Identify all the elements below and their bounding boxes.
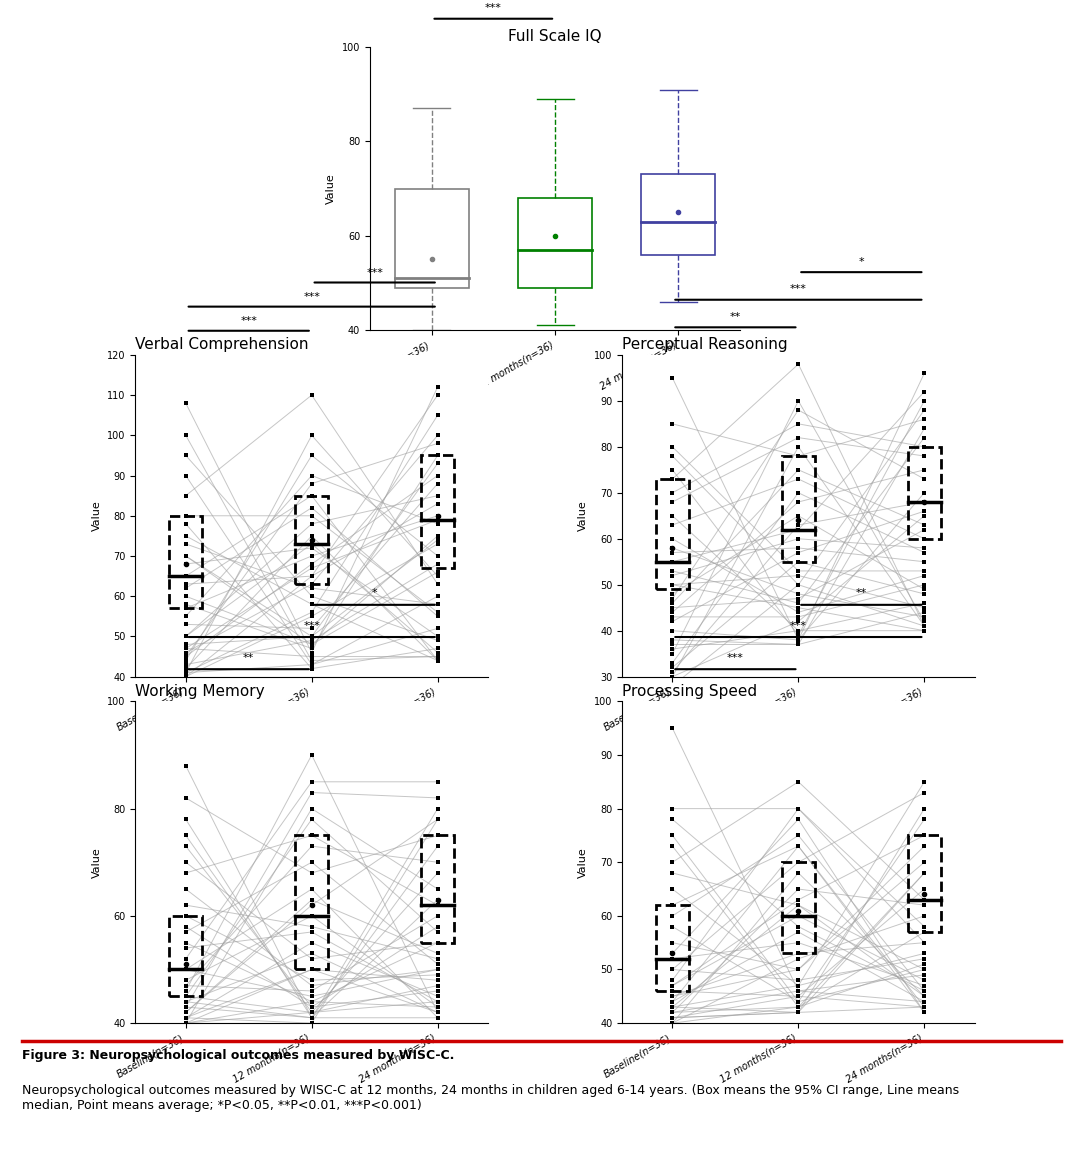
Title: Full Scale IQ: Full Scale IQ [508,29,602,45]
Bar [656,479,689,589]
Y-axis label: Value: Value [578,501,588,532]
Text: Verbal Comprehension: Verbal Comprehension [135,338,309,353]
Bar [169,516,203,608]
Bar [394,188,469,288]
Text: ***: *** [240,316,257,326]
Text: ***: *** [366,268,383,278]
Bar [296,835,328,969]
Text: ***: *** [790,285,807,294]
Bar [782,456,814,562]
Bar [656,906,689,991]
Text: Processing Speed: Processing Speed [622,683,757,699]
Text: ***: *** [303,621,321,630]
Text: ***: *** [485,4,501,13]
Text: **: ** [730,312,741,322]
Text: Perceptual Reasoning: Perceptual Reasoning [622,338,787,353]
Text: ***: *** [727,653,744,663]
Bar [782,862,814,954]
Text: **: ** [243,653,255,663]
Text: *: * [371,588,378,599]
Bar [296,495,328,584]
Text: ***: *** [790,621,807,630]
Bar [421,835,454,943]
Bar [908,835,941,931]
Text: Neuropsychological outcomes measured by WISC-C at 12 months, 24 months in childr: Neuropsychological outcomes measured by … [22,1084,958,1112]
Y-axis label: Value: Value [92,847,102,877]
Text: Figure 3: Neuropsychological outcomes measured by WISC-C.: Figure 3: Neuropsychological outcomes me… [22,1049,454,1062]
Y-axis label: Value: Value [578,847,588,877]
Bar [421,455,454,568]
Text: Working Memory: Working Memory [135,683,265,699]
Y-axis label: Value: Value [326,173,336,203]
Text: ***: *** [303,292,321,302]
Bar [908,447,941,539]
Text: *: * [859,256,864,267]
Bar [518,198,592,288]
Text: **: ** [856,588,867,599]
Bar [169,916,203,996]
Y-axis label: Value: Value [92,501,102,532]
Bar [641,174,716,255]
